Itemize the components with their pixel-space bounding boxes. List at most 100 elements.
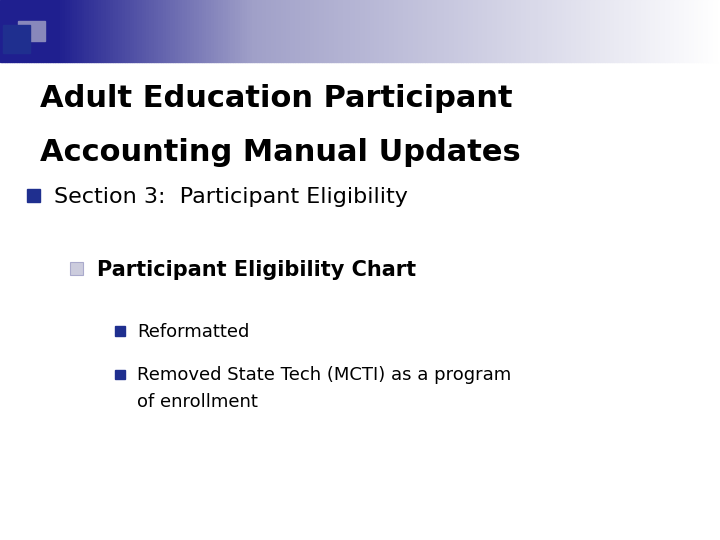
Bar: [329, 0, 331, 62]
Bar: [396, 0, 398, 62]
Bar: [506, 0, 509, 62]
Bar: [718, 0, 720, 62]
Bar: [703, 0, 706, 62]
Bar: [247, 0, 250, 62]
Bar: [394, 0, 396, 62]
Bar: [607, 0, 610, 62]
Bar: [684, 0, 686, 62]
Bar: [679, 0, 682, 62]
Bar: [149, 0, 151, 62]
Bar: [276, 0, 279, 62]
Bar: [122, 0, 125, 62]
Bar: [430, 0, 432, 62]
Bar: [113, 0, 115, 62]
Bar: [459, 0, 461, 62]
Bar: [466, 0, 468, 62]
Bar: [387, 0, 389, 62]
Bar: [391, 0, 394, 62]
Bar: [166, 0, 168, 62]
Bar: [713, 0, 715, 62]
Bar: [266, 0, 269, 62]
Bar: [120, 0, 122, 62]
Bar: [341, 0, 343, 62]
Bar: [653, 0, 655, 62]
Bar: [662, 0, 665, 62]
Bar: [106, 0, 108, 62]
Bar: [310, 0, 312, 62]
Bar: [403, 0, 405, 62]
Bar: [137, 0, 139, 62]
Bar: [0, 0, 2, 62]
Bar: [372, 0, 374, 62]
Bar: [706, 0, 708, 62]
Bar: [526, 0, 528, 62]
Bar: [144, 0, 146, 62]
Bar: [554, 0, 557, 62]
Bar: [590, 0, 593, 62]
Bar: [331, 0, 333, 62]
Bar: [70, 262, 83, 275]
Bar: [74, 0, 77, 62]
Bar: [94, 0, 96, 62]
Bar: [14, 0, 17, 62]
Bar: [410, 0, 413, 62]
Bar: [252, 0, 254, 62]
Bar: [264, 0, 266, 62]
Bar: [576, 0, 578, 62]
Bar: [77, 0, 79, 62]
Bar: [346, 0, 348, 62]
Bar: [84, 0, 86, 62]
Bar: [216, 0, 218, 62]
Bar: [139, 0, 142, 62]
Bar: [199, 0, 202, 62]
Bar: [108, 0, 110, 62]
Bar: [43, 0, 45, 62]
Bar: [86, 0, 89, 62]
Bar: [518, 0, 521, 62]
Bar: [302, 0, 305, 62]
Text: Participant Eligibility Chart: Participant Eligibility Chart: [97, 260, 416, 280]
Bar: [259, 0, 261, 62]
Bar: [420, 0, 423, 62]
Bar: [24, 0, 27, 62]
Bar: [641, 0, 643, 62]
Bar: [672, 0, 675, 62]
Bar: [454, 0, 456, 62]
Bar: [482, 0, 485, 62]
Bar: [487, 0, 490, 62]
Bar: [238, 0, 240, 62]
Bar: [567, 0, 569, 62]
Bar: [701, 0, 703, 62]
Bar: [178, 0, 180, 62]
Bar: [283, 0, 286, 62]
Bar: [585, 0, 588, 62]
Bar: [204, 0, 207, 62]
Bar: [3, 25, 30, 53]
Bar: [297, 0, 300, 62]
Bar: [300, 0, 302, 62]
Bar: [382, 0, 384, 62]
Bar: [521, 0, 523, 62]
Bar: [626, 0, 629, 62]
Bar: [365, 0, 367, 62]
Bar: [163, 0, 166, 62]
Bar: [374, 0, 377, 62]
Bar: [634, 0, 636, 62]
Bar: [358, 0, 360, 62]
Bar: [197, 0, 199, 62]
Bar: [312, 0, 315, 62]
Bar: [65, 0, 67, 62]
Bar: [355, 0, 358, 62]
Bar: [531, 0, 533, 62]
Bar: [449, 0, 451, 62]
Bar: [516, 0, 518, 62]
Bar: [115, 370, 125, 379]
Bar: [175, 0, 178, 62]
Bar: [708, 0, 711, 62]
Bar: [221, 0, 223, 62]
Bar: [509, 0, 511, 62]
Bar: [593, 0, 595, 62]
Bar: [468, 0, 470, 62]
Bar: [223, 0, 225, 62]
Bar: [646, 0, 648, 62]
